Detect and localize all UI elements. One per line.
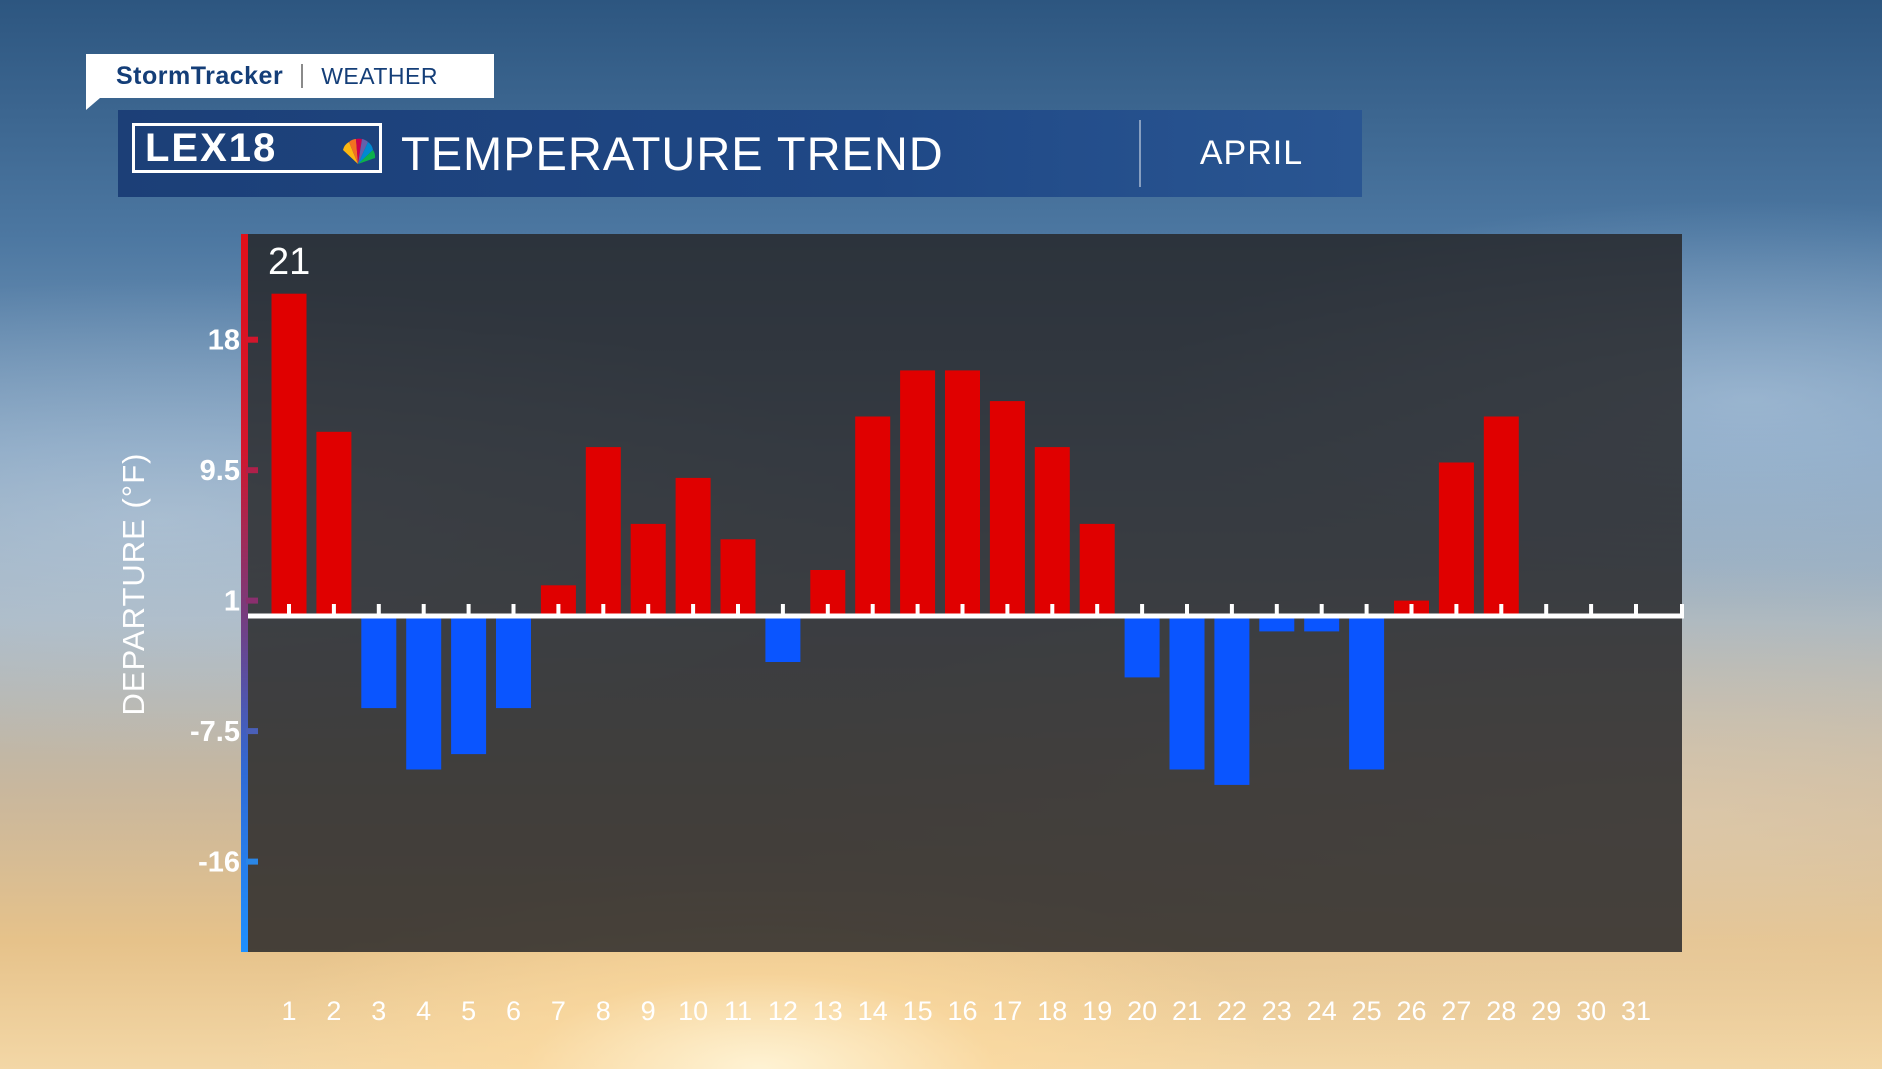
bar-day-27 — [1438, 462, 1474, 616]
x-tick-label-24: 24 — [1307, 996, 1337, 1026]
x-tick-label-31: 31 — [1621, 996, 1651, 1026]
bar-day-22 — [1214, 616, 1250, 785]
x-tick-label-21: 21 — [1172, 996, 1202, 1026]
bar-day-1 — [271, 293, 307, 616]
x-tick-label-15: 15 — [903, 996, 933, 1026]
y-tick-mark — [246, 336, 258, 343]
x-tick-label-26: 26 — [1396, 996, 1426, 1026]
y-tick-mark — [246, 467, 258, 474]
x-tick-label-20: 20 — [1127, 996, 1157, 1026]
y-tick-label: 9.5 — [200, 455, 240, 487]
y-axis-line — [241, 234, 248, 952]
x-tick-label-12: 12 — [768, 996, 798, 1026]
x-tick-label-7: 7 — [551, 996, 566, 1026]
peacock-icon — [343, 138, 376, 164]
x-tick-label-9: 9 — [641, 996, 656, 1026]
x-tick-label-30: 30 — [1576, 996, 1606, 1026]
x-tick-label-18: 18 — [1037, 996, 1067, 1026]
bar-day-18 — [1034, 447, 1070, 616]
x-tick-label-6: 6 — [506, 996, 521, 1026]
logo-text: LEX18 — [145, 126, 278, 170]
x-tick-label-11: 11 — [724, 996, 752, 1026]
title-bar: LEX18 TEMPERATURE TREND APRIL — [118, 110, 1362, 197]
y-tick-label: 18 — [208, 325, 240, 357]
bar-day-12 — [765, 616, 801, 662]
max-value-label: 21 — [268, 241, 310, 283]
bar-day-16 — [945, 370, 980, 616]
bar-day-21 — [1169, 616, 1205, 770]
bar-day-17 — [989, 401, 1025, 616]
bar-day-24 — [1304, 616, 1340, 632]
x-tick-label-25: 25 — [1352, 996, 1382, 1026]
bar-day-28 — [1483, 416, 1519, 616]
y-tick-mark — [246, 728, 258, 735]
x-tick-label-28: 28 — [1486, 996, 1516, 1026]
bar-day-23 — [1259, 616, 1295, 632]
x-tick-label-3: 3 — [371, 996, 386, 1026]
x-tick-label-2: 2 — [326, 996, 341, 1026]
month-label: APRIL — [1199, 134, 1304, 172]
x-tick-label-13: 13 — [813, 996, 843, 1026]
bar-day-15 — [900, 370, 936, 616]
x-tick-label-22: 22 — [1217, 996, 1247, 1026]
lex18-logo: LEX18 — [132, 123, 382, 173]
x-tick-label-19: 19 — [1082, 996, 1112, 1026]
x-tick-label-23: 23 — [1262, 996, 1292, 1026]
bar-day-20 — [1124, 616, 1160, 678]
y-tick-label: -7.5 — [190, 716, 240, 748]
bar-day-6 — [496, 616, 531, 709]
bar-day-10 — [675, 477, 711, 616]
y-tick-mark — [246, 597, 258, 604]
weather-label: WEATHER — [321, 62, 438, 89]
y-tick-label: -16 — [198, 847, 240, 879]
tag-divider — [301, 64, 304, 88]
stormtracker-tag: StormTracker WEATHER — [86, 54, 494, 110]
bar-day-4 — [406, 616, 442, 770]
x-tick-label-4: 4 — [416, 996, 431, 1026]
x-tick-label-8: 8 — [596, 996, 611, 1026]
chart-title: TEMPERATURE TREND — [401, 127, 944, 180]
title-divider — [1139, 120, 1141, 187]
bar-day-19 — [1079, 523, 1115, 616]
y-tick-label: 1 — [224, 586, 240, 618]
bar-day-14 — [855, 416, 891, 616]
x-tick-label-10: 10 — [678, 996, 708, 1026]
bar-day-5 — [451, 616, 487, 755]
x-tick-label-14: 14 — [858, 996, 888, 1026]
bar-day-2 — [316, 431, 352, 616]
bar-day-3 — [361, 616, 397, 709]
bar-day-9 — [630, 523, 666, 616]
x-tick-label-29: 29 — [1531, 996, 1561, 1026]
stormtracker-label: StormTracker — [116, 61, 284, 90]
bar-day-11 — [720, 539, 756, 617]
y-tick-mark — [246, 858, 258, 865]
x-tick-label-17: 17 — [992, 996, 1022, 1026]
x-tick-label-27: 27 — [1441, 996, 1471, 1026]
x-tick-label-16: 16 — [947, 996, 977, 1026]
x-tick-label-1: 1 — [281, 996, 296, 1026]
x-tick-label-5: 5 — [461, 996, 476, 1026]
bar-day-25 — [1349, 616, 1385, 770]
bar-day-8 — [585, 447, 621, 616]
